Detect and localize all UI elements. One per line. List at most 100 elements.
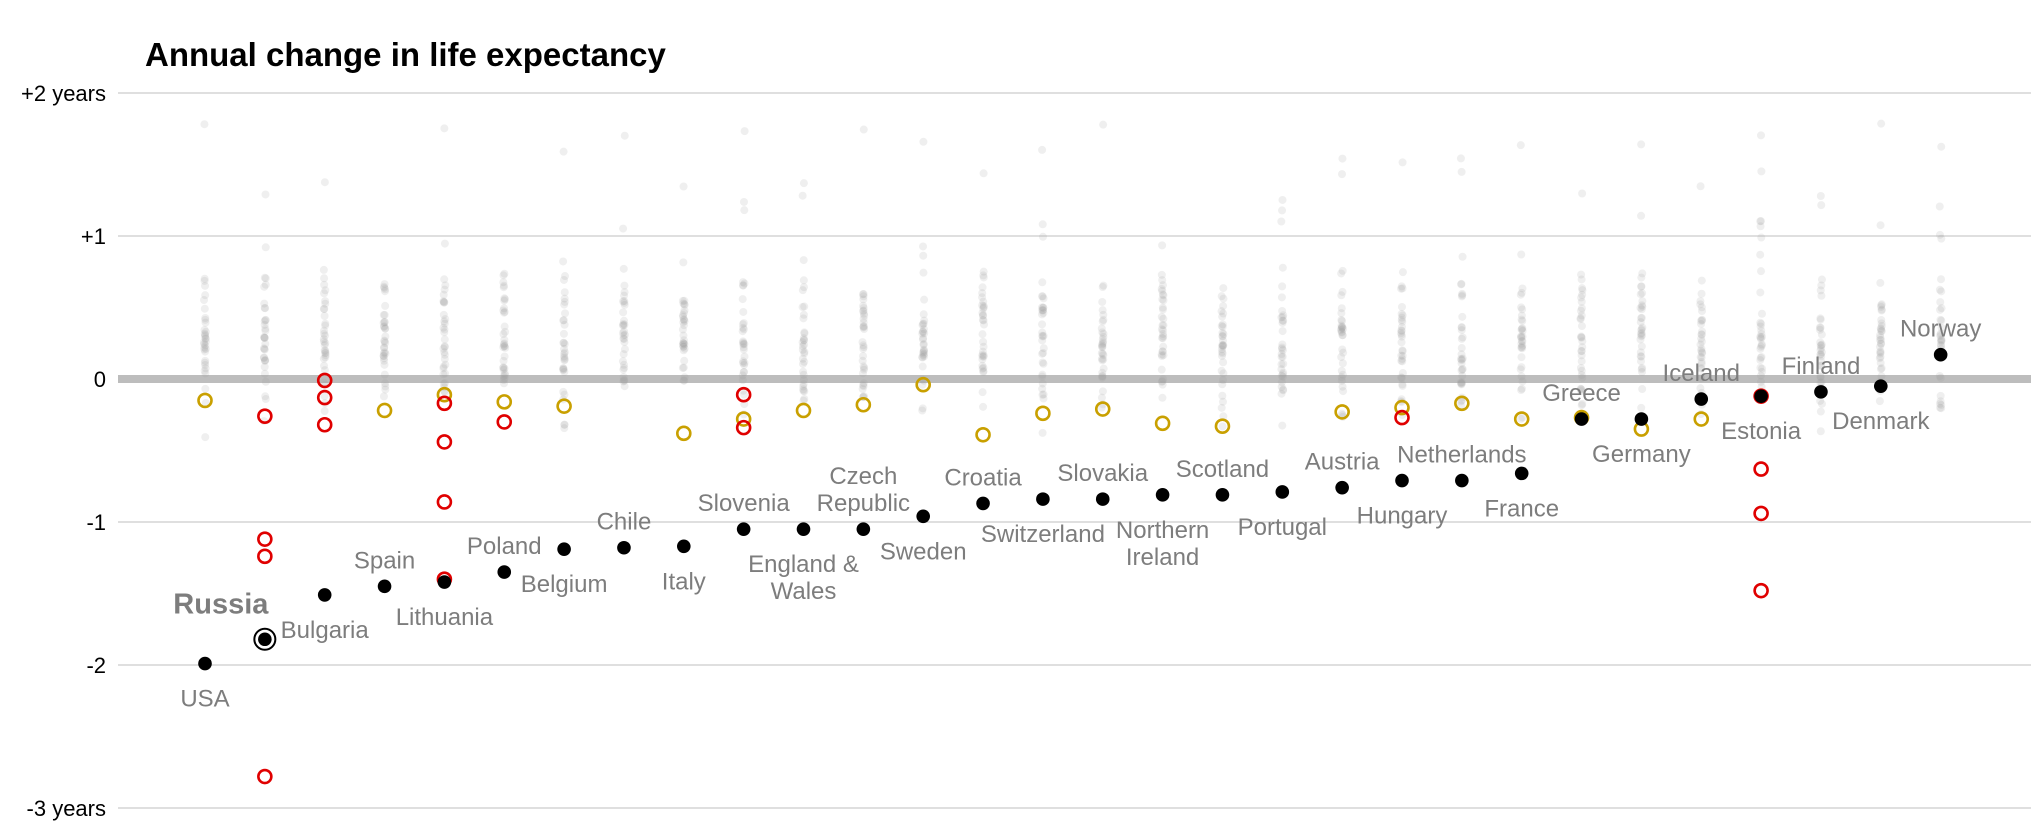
historical-point <box>800 302 809 311</box>
historical-point <box>1577 357 1586 366</box>
historical-point <box>798 354 807 363</box>
comparable-drop-point-croatia <box>975 426 991 443</box>
historical-point <box>1038 384 1047 393</box>
historical-point <box>1278 206 1287 215</box>
historical-point <box>1458 364 1467 373</box>
historical-point <box>859 306 868 315</box>
historical-point <box>1339 348 1348 357</box>
historical-point <box>919 268 928 277</box>
historical-point <box>261 243 270 252</box>
historical-point <box>1817 352 1826 361</box>
historical-point <box>1817 399 1826 408</box>
historical-point <box>381 382 390 391</box>
historical-point <box>619 360 628 369</box>
historical-point <box>1637 332 1646 341</box>
historical-point <box>1158 303 1167 312</box>
historical-point <box>501 343 510 352</box>
historical-point <box>1038 303 1047 312</box>
historical-point <box>500 342 509 351</box>
historical-point <box>798 345 807 354</box>
latest-point-belgium <box>557 542 571 556</box>
historical-point <box>320 346 329 355</box>
historical-point <box>1457 356 1466 365</box>
historical-point <box>1757 329 1766 338</box>
historical-point <box>1157 365 1166 374</box>
historical-point <box>1637 331 1646 340</box>
historical-point <box>1277 344 1286 353</box>
historical-point <box>978 361 987 370</box>
historical-point <box>499 363 508 372</box>
historical-point <box>1937 342 1946 351</box>
historical-point <box>1517 333 1526 342</box>
historical-point <box>680 315 689 324</box>
latest-point-bulgaria <box>317 588 332 602</box>
historical-point <box>439 310 448 319</box>
historical-point <box>201 361 210 370</box>
data-points <box>197 347 1948 785</box>
historical-point <box>1337 328 1346 337</box>
historical-point <box>1697 344 1706 353</box>
historical-point <box>1875 354 1884 363</box>
historical-point <box>680 356 689 365</box>
historical-point <box>740 367 749 376</box>
historical-point <box>559 364 568 373</box>
historical-point <box>319 304 328 313</box>
historical-point <box>200 325 209 334</box>
historical-point <box>1638 385 1647 394</box>
historical-point <box>1817 275 1826 284</box>
historical-point <box>319 378 328 387</box>
historical-point <box>1518 344 1527 353</box>
historical-point <box>1637 326 1646 335</box>
historical-point <box>1039 303 1048 312</box>
historical-point <box>739 368 748 377</box>
historical-point <box>920 316 929 325</box>
historical-point <box>439 344 448 353</box>
country-label-austria: Austria <box>1305 449 1380 476</box>
historical-point <box>1158 326 1167 335</box>
historical-point <box>620 327 629 336</box>
historical-point <box>499 330 508 339</box>
historical-point <box>321 346 330 355</box>
historical-point <box>1876 333 1885 342</box>
historical-point <box>1577 347 1586 356</box>
historical-point <box>1457 366 1466 375</box>
historical-point <box>1697 346 1706 355</box>
historical-point <box>1936 329 1945 338</box>
historical-point <box>1278 195 1287 204</box>
historical-point <box>1277 343 1286 352</box>
historical-point <box>560 420 569 429</box>
historical-point <box>321 319 330 328</box>
historical-point <box>978 330 987 339</box>
historical-point <box>1757 319 1766 328</box>
historical-point <box>560 349 569 358</box>
latest-point-iceland <box>1694 392 1709 406</box>
historical-point <box>260 345 269 354</box>
historical-point <box>1099 310 1108 319</box>
larger-drop-point-lithuania <box>436 494 453 510</box>
historical-point <box>1099 355 1108 364</box>
historical-point <box>739 357 748 366</box>
historical-point <box>1936 298 1945 307</box>
historical-point <box>560 348 569 357</box>
historical-point <box>1877 302 1886 311</box>
historical-point <box>1039 348 1048 357</box>
historical-point <box>1397 326 1406 335</box>
historical-point <box>200 276 209 285</box>
historical-point <box>679 376 688 385</box>
historical-point <box>260 282 269 291</box>
historical-point <box>560 272 569 281</box>
historical-point <box>500 294 509 303</box>
historical-point <box>1218 332 1227 341</box>
historical-point <box>979 337 988 346</box>
historical-point <box>1757 326 1766 335</box>
historical-point <box>1937 304 1946 313</box>
historical-point <box>381 332 390 341</box>
historical-point <box>260 369 269 378</box>
historical-point <box>559 365 568 374</box>
country-label-slovenia: Slovenia <box>698 490 791 517</box>
historical-point <box>1935 285 1944 294</box>
y-tick-label: -1 <box>86 510 106 535</box>
historical-point <box>1039 394 1048 403</box>
historical-point <box>1577 332 1586 341</box>
country-label-russia: Russia <box>173 588 269 620</box>
